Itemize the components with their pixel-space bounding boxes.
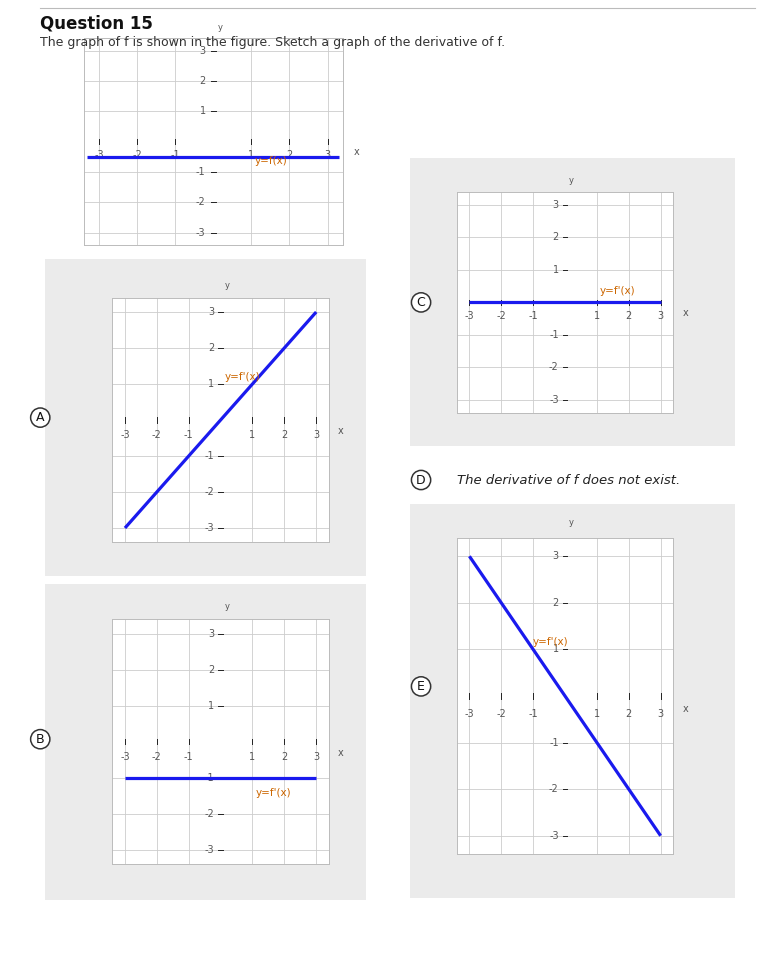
Text: y: y [224, 280, 229, 290]
Text: -2: -2 [196, 198, 206, 207]
Text: -1: -1 [170, 150, 180, 160]
Text: y: y [569, 176, 574, 185]
Text: 3: 3 [313, 430, 319, 440]
Text: -2: -2 [549, 784, 559, 794]
Text: B: B [36, 732, 45, 746]
Text: -3: -3 [120, 430, 130, 440]
Text: 1: 1 [200, 107, 206, 116]
Text: y=f'(x): y=f'(x) [255, 787, 291, 798]
Text: C: C [416, 296, 426, 309]
Text: 1: 1 [249, 752, 255, 761]
Text: -2: -2 [152, 430, 162, 440]
Text: -2: -2 [204, 808, 214, 819]
Text: -3: -3 [549, 830, 559, 841]
Text: -2: -2 [496, 709, 506, 719]
Text: -1: -1 [184, 752, 194, 761]
Text: -2: -2 [549, 362, 559, 372]
Text: 1: 1 [208, 701, 214, 710]
Text: A: A [36, 411, 44, 424]
Text: 2: 2 [286, 150, 293, 160]
Text: The graph of f is shown in the figure. Sketch a graph of the derivative of f.: The graph of f is shown in the figure. S… [40, 36, 505, 49]
Text: -1: -1 [529, 709, 538, 719]
Text: x: x [683, 705, 688, 714]
Text: 1: 1 [594, 311, 600, 322]
Text: -1: -1 [549, 737, 559, 748]
Text: E: E [417, 680, 425, 693]
Text: -2: -2 [496, 311, 506, 322]
Text: -3: -3 [120, 752, 130, 761]
Text: y=f'(x): y=f'(x) [600, 286, 635, 297]
Text: 1: 1 [594, 709, 600, 719]
Text: -1: -1 [549, 330, 559, 340]
Text: -3: -3 [464, 709, 474, 719]
Text: 1: 1 [553, 644, 559, 655]
Text: -3: -3 [549, 395, 559, 405]
Text: 3: 3 [200, 45, 206, 56]
Text: -1: -1 [184, 430, 194, 440]
Text: 3: 3 [658, 709, 663, 719]
Text: 3: 3 [324, 150, 330, 160]
Text: y=f'(x): y=f'(x) [533, 636, 569, 647]
Text: y: y [569, 518, 574, 527]
Text: x: x [354, 147, 359, 157]
Text: 2: 2 [208, 664, 214, 675]
Text: y: y [224, 602, 229, 612]
Text: 1: 1 [553, 265, 559, 275]
Text: 2: 2 [200, 76, 206, 85]
Text: -2: -2 [152, 752, 162, 761]
Text: 2: 2 [553, 232, 559, 243]
Text: 2: 2 [281, 430, 287, 440]
Text: y=f'(x): y=f'(x) [224, 372, 260, 382]
Text: 2: 2 [625, 311, 632, 322]
Text: -1: -1 [204, 773, 214, 782]
Text: 2: 2 [281, 752, 287, 761]
Text: -3: -3 [94, 150, 104, 160]
Text: -1: -1 [196, 167, 206, 177]
Text: x: x [683, 308, 688, 319]
Text: -3: -3 [464, 311, 474, 322]
Text: D: D [416, 473, 426, 487]
Text: 3: 3 [313, 752, 319, 761]
Text: 2: 2 [625, 709, 632, 719]
Text: 2: 2 [553, 598, 559, 608]
Text: x: x [338, 426, 344, 437]
Text: -1: -1 [204, 451, 214, 461]
Text: -3: -3 [204, 845, 214, 854]
Text: 3: 3 [553, 551, 559, 562]
Text: y=f(x): y=f(x) [255, 156, 288, 166]
Text: Question 15: Question 15 [40, 14, 153, 33]
Text: -3: -3 [204, 523, 214, 533]
Text: -2: -2 [204, 487, 214, 497]
Text: 3: 3 [553, 200, 559, 210]
Text: 3: 3 [208, 629, 214, 638]
Text: 3: 3 [658, 311, 663, 322]
Text: 1: 1 [208, 379, 214, 389]
Text: 3: 3 [208, 307, 214, 317]
Text: y: y [217, 23, 223, 32]
Text: The derivative of f does not exist.: The derivative of f does not exist. [457, 473, 680, 487]
Text: -1: -1 [529, 311, 538, 322]
Text: 1: 1 [248, 150, 255, 160]
Text: -3: -3 [196, 228, 206, 238]
Text: 2: 2 [208, 343, 214, 353]
Text: 1: 1 [249, 430, 255, 440]
Text: x: x [338, 748, 344, 758]
Text: -2: -2 [132, 150, 142, 160]
